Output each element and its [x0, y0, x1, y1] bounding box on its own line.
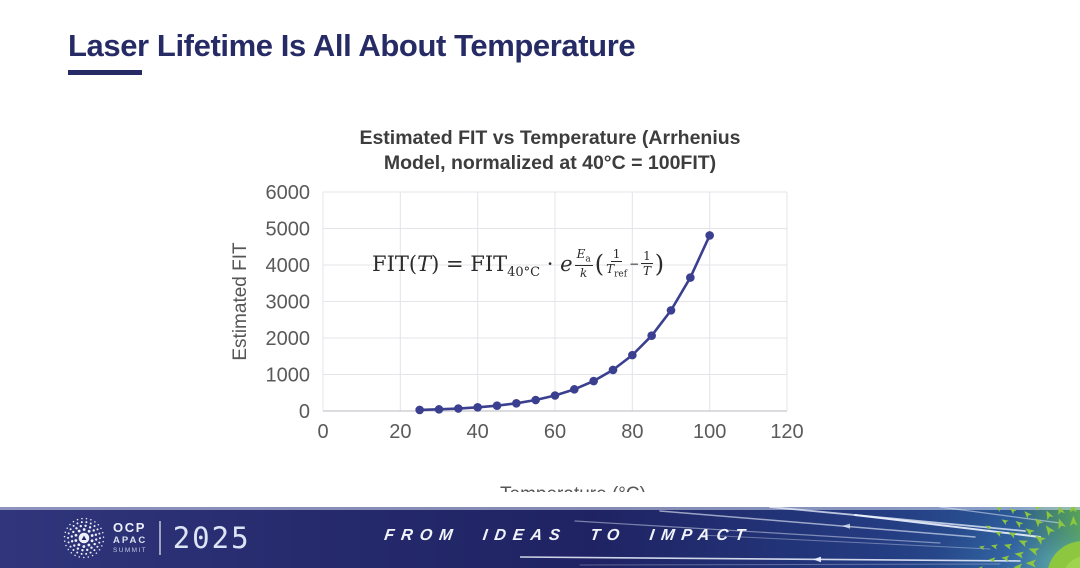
data-point: [550, 391, 560, 400]
ocp-summit-logo-icon: [63, 517, 105, 558]
y-tick-label: 0: [299, 401, 310, 423]
page-title: Laser Lifetime Is All About Temperature: [68, 28, 636, 63]
y-tick-label: 4000: [266, 255, 311, 277]
y-tick-label: 2000: [266, 328, 311, 350]
x-tick-label: 20: [389, 421, 411, 443]
x-tick-label: 80: [621, 421, 643, 443]
data-point: [686, 273, 695, 282]
chart-title: Estimated FIT vs Temperature (Arrhenius …: [359, 127, 741, 175]
footer-art: [520, 507, 1080, 568]
burst-glow: [935, 507, 1080, 568]
event-year: 2025: [172, 520, 251, 555]
logo-region-label: APAC: [113, 534, 148, 546]
data-point: [647, 331, 656, 341]
data-point: [628, 350, 637, 360]
data-point: [666, 306, 676, 315]
data-point: [705, 231, 714, 240]
data-point: [454, 404, 463, 413]
logo-divider: [159, 520, 161, 555]
footer-logo-group: OCP APAC SUMMIT 2025: [62, 507, 251, 568]
data-point: [415, 405, 424, 415]
x-tick-label: 120: [770, 421, 803, 443]
fit-curve: [419, 234, 711, 412]
footer-banner: OCP APAC SUMMIT 2025 FROM IDEAS TO IMPAC…: [0, 507, 1080, 568]
data-point: [570, 385, 579, 394]
event-tagline: FROM IDEAS TO IMPACT: [383, 527, 753, 544]
y-axis-title: Estimated FIT: [230, 242, 251, 361]
x-tick-label: 60: [544, 421, 566, 443]
data-point: [589, 376, 598, 386]
data-point: [434, 405, 444, 414]
x-tick-label: 0: [317, 421, 328, 443]
y-tick-label: 1000: [266, 365, 311, 387]
x-tick-label: 100: [693, 421, 726, 443]
x-axis-title: Temperature (°C): [500, 484, 646, 492]
logo-event-label: SUMMIT: [113, 546, 148, 554]
logo-org-label: OCP: [113, 519, 146, 535]
y-tick-label: 3000: [266, 292, 311, 314]
streak-arrowheads: [813, 523, 850, 563]
data-point: [512, 398, 521, 408]
y-tick-label: 5000: [266, 219, 311, 241]
y-tick-label: 6000: [266, 182, 311, 204]
title-underline: [68, 70, 142, 75]
x-tick-label: 40: [467, 421, 489, 443]
fit-line-chart: 0 1000 2000 3000 4000 5000 6000 0 20 40 60 80 100 120…: [230, 182, 804, 492]
data-point: [531, 395, 540, 405]
light-streaks: [520, 507, 1061, 566]
data-point: [473, 403, 482, 412]
logo-text: OCP APAC SUMMIT: [113, 521, 147, 555]
green-starburst: [977, 507, 1080, 568]
data-point: [608, 365, 618, 375]
data-point: [492, 401, 502, 410]
formula-lhs: FIT(: [372, 252, 418, 276]
